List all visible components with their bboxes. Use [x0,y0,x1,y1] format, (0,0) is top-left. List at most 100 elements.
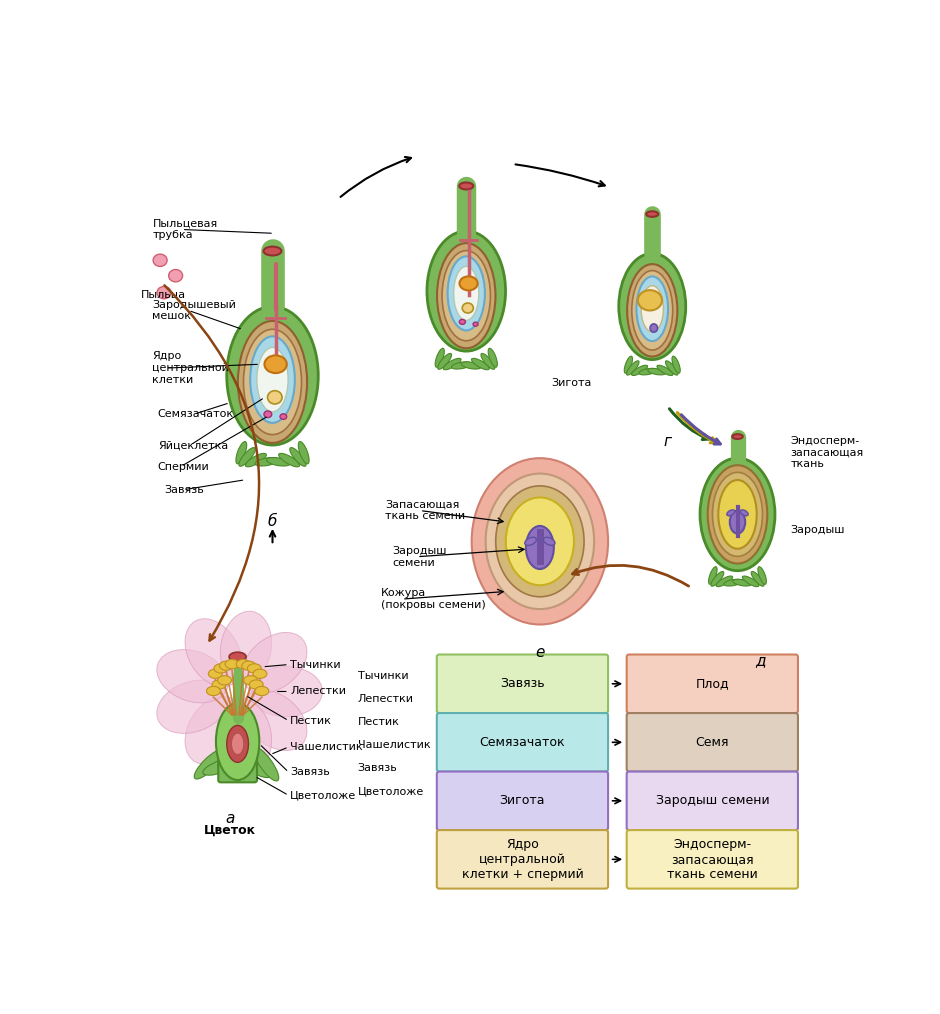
Ellipse shape [708,465,767,564]
FancyBboxPatch shape [437,654,608,713]
Ellipse shape [298,441,309,463]
Ellipse shape [157,287,171,299]
Ellipse shape [462,362,481,369]
Ellipse shape [255,457,278,466]
Text: Завязь: Завязь [164,485,204,495]
Text: Семязачаток: Семязачаток [158,410,234,419]
Ellipse shape [263,246,281,256]
Text: б: б [268,514,277,529]
Ellipse shape [212,680,226,690]
Ellipse shape [245,453,266,466]
Ellipse shape [227,725,248,763]
Ellipse shape [242,633,307,694]
Ellipse shape [741,510,748,516]
Ellipse shape [220,661,233,670]
FancyBboxPatch shape [627,772,798,830]
Text: Зародыш: Зародыш [791,525,845,534]
Text: е: е [535,645,544,660]
Text: Ядро
центральной
клетки: Ядро центральной клетки [152,352,229,384]
FancyBboxPatch shape [627,654,798,713]
Text: Кожура
(покровы семени): Кожура (покровы семени) [381,588,486,609]
Ellipse shape [724,579,743,586]
Ellipse shape [525,526,554,569]
Ellipse shape [462,303,474,313]
Ellipse shape [729,511,745,533]
Text: Семя: Семя [696,736,729,748]
Ellipse shape [247,664,261,673]
Ellipse shape [672,356,681,373]
Ellipse shape [632,365,648,375]
Ellipse shape [268,390,282,404]
Text: Завязь: Завязь [500,677,545,691]
Text: Спермии: Спермии [158,461,210,472]
Ellipse shape [236,441,246,463]
FancyBboxPatch shape [437,713,608,772]
Ellipse shape [249,680,263,690]
Text: Чашелистик: Чашелистик [290,742,363,752]
Ellipse shape [216,703,259,780]
Ellipse shape [249,666,322,717]
Ellipse shape [214,664,227,673]
Text: Зигота: Зигота [500,794,545,807]
Text: Ядро
центральной
клетки + спермий: Ядро центральной клетки + спермий [462,838,584,881]
FancyBboxPatch shape [218,750,257,783]
Ellipse shape [732,434,743,439]
Ellipse shape [254,747,279,781]
Ellipse shape [650,323,657,333]
Ellipse shape [438,354,451,369]
Ellipse shape [657,365,673,375]
Ellipse shape [203,757,241,775]
Text: Запасающая
ткань семени: Запасающая ткань семени [384,500,465,521]
Text: Семязачаток: Семязачаток [479,736,565,748]
Text: Завязь: Завязь [358,764,398,774]
Ellipse shape [231,733,243,754]
Ellipse shape [225,659,239,668]
Ellipse shape [751,572,764,586]
Ellipse shape [253,669,267,678]
Ellipse shape [220,611,272,683]
Ellipse shape [238,321,307,443]
Ellipse shape [639,368,657,375]
Ellipse shape [619,254,686,360]
Text: Яйцеклетка: Яйцеклетка [158,440,228,450]
Text: Зародышевый
мешок: Зародышевый мешок [152,299,236,321]
Ellipse shape [733,579,751,586]
Ellipse shape [758,567,766,584]
Text: Зародыш семени: Зародыш семени [655,794,769,807]
Ellipse shape [627,264,678,357]
FancyBboxPatch shape [627,713,798,772]
Ellipse shape [185,619,243,686]
Text: Чашелистик: Чашелистик [358,740,431,750]
Ellipse shape [711,572,724,586]
Ellipse shape [473,322,478,327]
Ellipse shape [486,474,594,609]
Ellipse shape [280,414,287,420]
Ellipse shape [718,480,757,549]
Text: г: г [664,434,672,448]
Ellipse shape [168,270,182,282]
Ellipse shape [488,348,497,367]
Text: Пыльца: Пыльца [141,290,186,300]
Ellipse shape [700,458,775,571]
Ellipse shape [435,348,445,367]
Ellipse shape [243,330,302,435]
Ellipse shape [157,650,228,703]
Ellipse shape [255,686,269,696]
Ellipse shape [207,686,220,696]
Ellipse shape [267,457,290,466]
Ellipse shape [543,537,555,546]
Ellipse shape [472,458,608,625]
Ellipse shape [641,286,664,332]
Ellipse shape [227,306,319,445]
Ellipse shape [427,231,506,351]
Ellipse shape [250,337,295,423]
Text: Зигота: Зигота [552,378,592,388]
Ellipse shape [743,576,759,587]
Ellipse shape [442,250,491,341]
Ellipse shape [185,696,243,765]
Ellipse shape [157,680,228,733]
Ellipse shape [444,358,461,370]
Ellipse shape [481,354,494,369]
Ellipse shape [195,749,224,779]
Ellipse shape [243,675,258,684]
